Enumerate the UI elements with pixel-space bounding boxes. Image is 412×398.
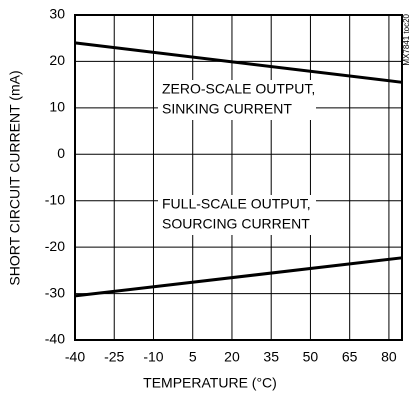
y-tick-label: 10	[49, 99, 65, 115]
x-tick-label: 50	[303, 349, 319, 365]
x-tick-label: 5	[189, 349, 197, 365]
y-tick-label: -30	[45, 284, 65, 300]
x-tick-label: -40	[65, 349, 85, 365]
annotation: SOURCING CURRENT	[162, 216, 310, 232]
line	[74, 256, 403, 298]
y-axis-label: SHORT CIRCUIT CURRENT (mA)	[7, 70, 23, 285]
y-tick-label: 0	[57, 145, 65, 161]
y-tick-label: -10	[45, 191, 65, 207]
x-tick-label: 20	[224, 349, 240, 365]
x-tick-label: 35	[263, 349, 279, 365]
annotation-background	[158, 195, 316, 235]
y-tick-label: 30	[49, 6, 65, 22]
line	[74, 41, 403, 84]
plot-frame	[74, 14, 403, 341]
annotation: SINKING CURRENT	[162, 101, 292, 117]
y-tick-label: -40	[45, 331, 65, 347]
note: MX7841 toc20	[402, 13, 411, 65]
x-tick-label: 80	[381, 349, 397, 365]
x-tick-label: 65	[342, 349, 358, 365]
x-tick-label: -10	[143, 349, 163, 365]
y-tick-label: 20	[49, 52, 65, 68]
annotation: FULL-SCALE OUTPUT,	[162, 196, 311, 212]
y-tick-label: -20	[45, 238, 65, 254]
annotation: ZERO-SCALE OUTPUT,	[162, 81, 315, 97]
annotation-background	[158, 80, 316, 120]
x-tick-label: -25	[104, 349, 124, 365]
x-axis-label: TEMPERATURE (°C)	[143, 375, 277, 391]
